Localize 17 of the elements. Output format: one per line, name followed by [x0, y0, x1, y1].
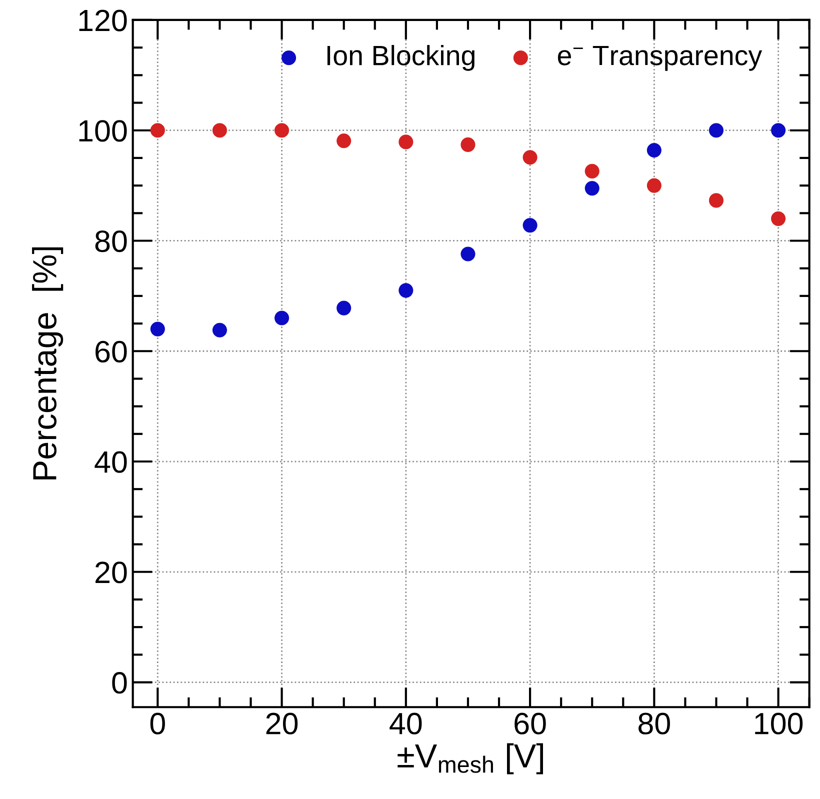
y-tick-label: 20 — [96, 562, 127, 584]
x-tick-label: 0 — [150, 712, 165, 734]
x-tick-label: 100 — [755, 712, 803, 734]
x-tick-label: 80 — [638, 712, 670, 734]
y-tick-label: 100 — [79, 120, 127, 142]
legend-label: e$^{−}$ Transparency — [558, 46, 762, 71]
x-tick-label: 20 — [266, 712, 298, 734]
legend-label: Ion Blocking — [327, 44, 474, 71]
y-tick-label: 0 — [112, 672, 127, 694]
y-tick-label: 120 — [79, 10, 127, 32]
x-tick-label: 40 — [390, 712, 422, 734]
y-tick-label: 80 — [95, 230, 127, 252]
y-tick-label: 60 — [96, 340, 127, 362]
x-axis-title: ±V$_{mesh}$ [V] — [398, 743, 544, 774]
x-tick-label: 60 — [514, 712, 546, 734]
y-axis-title: Percentage [%] — [32, 247, 64, 480]
y-tick-label: 40 — [94, 451, 127, 473]
